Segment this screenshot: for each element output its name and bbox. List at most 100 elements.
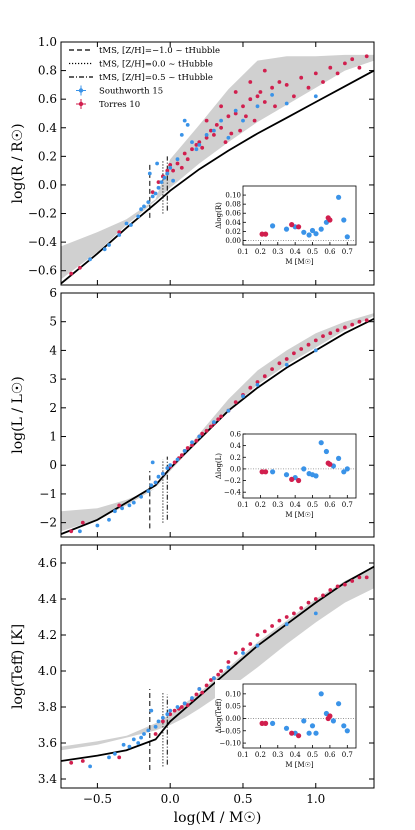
torres-point — [255, 633, 260, 637]
torres-point — [219, 669, 224, 673]
torres-point — [179, 453, 184, 458]
torres-point — [335, 584, 340, 589]
southworth-point — [255, 643, 260, 648]
y-axis-title: log(L / L☉) — [10, 376, 26, 454]
inset-x-tick-label: 0.7 — [342, 501, 353, 509]
southworth-point — [175, 705, 180, 709]
torres-point — [299, 347, 304, 351]
x-tick-label: 0.5 — [233, 792, 252, 806]
southworth-point — [88, 764, 92, 769]
inset-y-tick-label: 0.00 — [225, 715, 241, 723]
inset-torres-point — [296, 224, 302, 230]
torres-point — [284, 357, 289, 361]
inset-x-tick-label: 0.5 — [307, 248, 318, 256]
torres-point — [209, 424, 213, 429]
southworth-point — [168, 165, 173, 170]
y-tick-label: 3 — [49, 372, 57, 386]
torres-point — [292, 94, 296, 99]
y-tick-label: 0.0 — [38, 178, 57, 192]
inset-southworth-point — [309, 227, 316, 234]
y-tick-label: 4 — [49, 343, 57, 357]
torres-point — [252, 118, 257, 123]
torres-point — [233, 111, 238, 116]
southworth-point — [150, 194, 155, 199]
southworth-point — [107, 755, 111, 760]
legend-label: Southworth 15 — [99, 87, 163, 97]
torres-point — [306, 600, 311, 605]
southworth-point — [182, 701, 187, 706]
x-tick-label: 1.0 — [306, 792, 325, 806]
southworth-point — [212, 128, 216, 133]
torres-point — [313, 71, 318, 76]
southworth-point — [165, 712, 170, 717]
inset-x-tick-label: 0.7 — [342, 751, 353, 759]
inset-torres-point — [327, 713, 333, 719]
inset-southworth-point — [283, 472, 290, 478]
inset-radius: 0.000.020.040.060.080.10 0.1 0.2 0.3 0.4 0.5 0… — [215, 182, 364, 269]
torres-point — [209, 678, 213, 682]
southworth-point — [175, 157, 180, 162]
inset-x-title: M [M☉] — [285, 761, 314, 769]
inset-x-title: M [M☉] — [285, 511, 314, 519]
torres-point — [241, 104, 245, 109]
torres-point — [185, 703, 190, 708]
inset-y-tick-label: 0.0 — [230, 465, 241, 473]
southworth-point — [121, 742, 126, 747]
inset-southworth-point — [318, 691, 324, 697]
southworth-point — [139, 494, 144, 499]
southworth-point — [129, 223, 133, 227]
axes-frame — [60, 544, 375, 789]
torres-point — [185, 446, 190, 450]
y-tick-label: 4.6 — [38, 556, 57, 570]
torres-point — [321, 593, 325, 598]
inset-background — [215, 430, 364, 522]
southworth-point — [226, 408, 231, 413]
inset-x-tick-label: 0.6 — [324, 248, 336, 256]
torres-point — [277, 361, 282, 366]
torres-point — [273, 104, 277, 109]
southworth-point — [175, 457, 180, 462]
southworth-point — [159, 180, 164, 185]
inset-southworth-point — [344, 234, 350, 240]
southworth-point — [146, 200, 151, 205]
southworth-point — [171, 178, 176, 183]
torres-point — [171, 168, 176, 173]
inset-torres-point — [263, 231, 269, 237]
southworth-point — [78, 529, 82, 534]
y-tick-label: 0.2 — [38, 149, 57, 163]
panel-temperature: 3.4 3.6 3.8 4.0 4.2 4.4 4.6 −0.5 0.0 0.5 1.0 log(Te… — [10, 544, 375, 826]
legend-label: tMS, [Z/H]=−1.0 ~ tHubble — [99, 46, 220, 56]
inset-torres-point — [296, 733, 302, 739]
southworth-point — [107, 517, 111, 522]
inset-y-tick-label: 0.02 — [225, 228, 241, 236]
inset-southworth-point — [309, 723, 316, 729]
southworth-point — [190, 696, 194, 700]
torres-point — [233, 90, 238, 94]
torres-point — [182, 151, 187, 156]
torres-point — [204, 683, 209, 688]
torres-point — [179, 705, 184, 709]
inset-torres-point — [263, 720, 269, 727]
torres-point — [80, 759, 85, 763]
torres-point — [185, 157, 190, 162]
inset-x-tick-label: 0.3 — [272, 501, 283, 509]
southworth-point — [161, 715, 165, 720]
torres-point — [172, 460, 177, 465]
torres-point — [168, 163, 173, 167]
y-tick-label: −0.6 — [28, 264, 57, 278]
inset-background — [215, 680, 364, 772]
inset-southworth-point — [301, 229, 307, 235]
inset-x-tick-label: 0.2 — [255, 751, 266, 759]
southworth-point — [146, 489, 151, 493]
inset-southworth-point — [313, 473, 319, 479]
southworth-point — [95, 523, 100, 528]
inset-x-tick-label: 0.3 — [272, 751, 283, 759]
southworth-point — [284, 101, 289, 106]
torres-point — [194, 143, 199, 147]
torres-point — [343, 325, 347, 330]
inset-torres-point — [289, 222, 295, 228]
inset-x-tick-label: 0.1 — [237, 248, 248, 256]
torres-point — [313, 338, 318, 343]
torres-point — [204, 118, 209, 123]
southworth-point — [197, 434, 202, 439]
